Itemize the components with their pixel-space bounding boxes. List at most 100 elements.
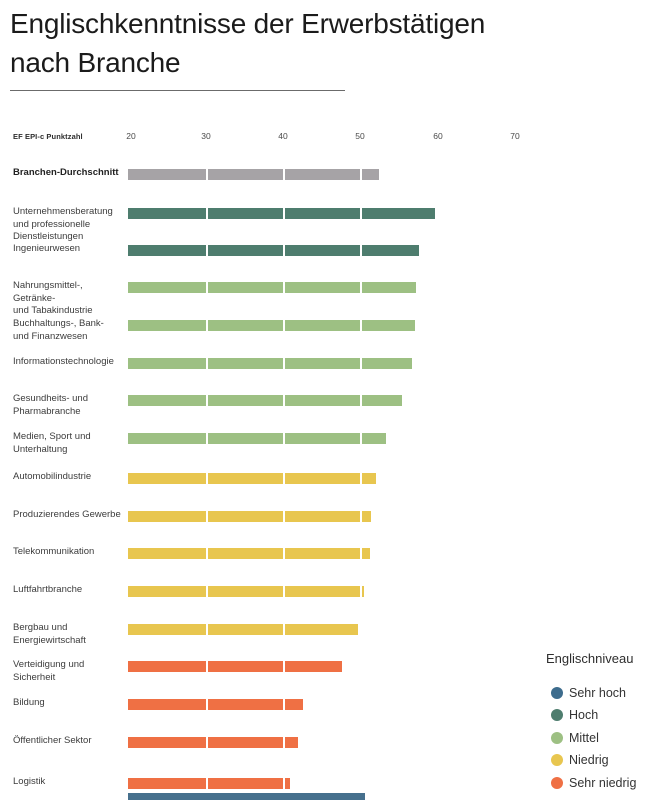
gridline — [206, 473, 208, 484]
axis-tick: 70 — [510, 131, 520, 141]
legend-swatch-icon — [551, 754, 563, 766]
legend-item: Hoch — [551, 708, 598, 722]
gridline — [360, 358, 362, 369]
row-label: Buchhaltungs-, Bank- und Finanzwesen — [13, 318, 104, 342]
gridline — [283, 511, 285, 522]
axis-tick: 30 — [201, 131, 211, 141]
gridline — [360, 548, 362, 559]
row-bar — [128, 473, 376, 484]
gridline — [283, 245, 285, 256]
gridline — [206, 778, 208, 789]
row-label: Bildung — [13, 697, 45, 708]
row-bar — [128, 737, 298, 748]
gridline — [206, 737, 208, 748]
gridline — [360, 169, 362, 180]
legend-swatch-icon — [551, 687, 563, 699]
gridline — [283, 586, 285, 597]
gridline — [360, 511, 362, 522]
legend-item: Sehr hoch — [551, 686, 626, 700]
row-bar — [128, 778, 290, 789]
row-label: Medien, Sport und Unterhaltung — [13, 431, 91, 455]
row-label: Ingenieurwesen — [13, 243, 81, 254]
row-label: Telekommunikation — [13, 546, 95, 557]
row-bar — [128, 358, 412, 369]
legend-item: Sehr niedrig — [551, 776, 636, 790]
legend-swatch-icon — [551, 777, 563, 789]
row-bar — [128, 586, 364, 597]
gridline — [283, 624, 285, 635]
row-label: Branchen-Durchschnitt — [13, 167, 119, 178]
gridline — [283, 320, 285, 331]
gridline — [283, 282, 285, 293]
row-label: Unternehmensberatung und professionelle … — [13, 206, 113, 242]
row-label: Automobilindustrie — [13, 471, 92, 482]
gridline — [206, 320, 208, 331]
gridline — [206, 661, 208, 672]
legend-item-label: Sehr niedrig — [569, 776, 637, 790]
row-label: Öffentlicher Sektor — [13, 735, 92, 746]
axis-tick: 20 — [126, 131, 136, 141]
gridline — [360, 473, 362, 484]
gridline — [206, 433, 208, 444]
gridline — [360, 395, 362, 406]
row-bar — [128, 282, 416, 293]
gridline — [283, 358, 285, 369]
gridline — [283, 169, 285, 180]
legend-swatch-icon — [551, 732, 563, 744]
legend-swatch-icon — [551, 709, 563, 721]
axis-tick: 40 — [278, 131, 288, 141]
row-bar — [128, 433, 386, 444]
gridline — [206, 548, 208, 559]
row-bar — [128, 699, 303, 710]
gridline — [283, 473, 285, 484]
legend: Englischniveau Sehr hoch Hoch Mittel Niedri… — [545, 645, 650, 800]
gridline — [360, 433, 362, 444]
gridline — [206, 395, 208, 406]
axis-tick: 60 — [433, 131, 443, 141]
gridline — [206, 245, 208, 256]
gridline — [206, 699, 208, 710]
gridline — [360, 282, 362, 293]
gridline — [360, 208, 362, 219]
gridline — [360, 320, 362, 331]
page-title: Englischkenntnisse der Erwerbstätigen na… — [10, 4, 630, 82]
row-label: Luftfahrtbranche — [13, 584, 83, 595]
row-bar — [128, 511, 371, 522]
row-bar — [128, 245, 419, 256]
row-bar — [128, 395, 402, 406]
row-bar — [128, 208, 435, 219]
row-label: Produzierendes Gewerbe — [13, 509, 121, 520]
legend-item-label: Sehr hoch — [569, 686, 626, 700]
row-bar — [128, 169, 379, 180]
gridline — [206, 169, 208, 180]
page-title-line-1: Englischkenntnisse der Erwerbstätigen — [10, 8, 486, 39]
gridline — [283, 395, 285, 406]
axis-label: EF EPI-c Punktzahl — [13, 132, 83, 141]
row-bar — [128, 661, 342, 672]
axis-tick: 50 — [355, 131, 365, 141]
gridline — [283, 737, 285, 748]
gridline — [206, 511, 208, 522]
gridline — [283, 433, 285, 444]
page-title-line-2: nach Branche — [10, 47, 181, 78]
gridline — [360, 245, 362, 256]
row-bar — [128, 548, 370, 559]
row-label: Bergbau und Energiewirtschaft — [13, 622, 86, 646]
gridline — [360, 586, 362, 597]
gridline — [283, 699, 285, 710]
legend-item-label: Hoch — [569, 708, 599, 722]
legend-item: Niedrig — [551, 753, 609, 767]
gridline — [283, 548, 285, 559]
legend-item-label: Mittel — [569, 731, 599, 745]
row-label: Nahrungsmittel-, Getränke- und Tabakindu… — [13, 280, 93, 316]
gridline — [206, 208, 208, 219]
gridline — [206, 358, 208, 369]
row-bar — [128, 320, 415, 331]
row-bar — [128, 624, 358, 635]
gridline — [206, 624, 208, 635]
title-underline — [10, 90, 345, 91]
gridline — [283, 778, 285, 789]
row-label: Verteidigung und Sicherheit — [13, 659, 85, 683]
gridline — [283, 661, 285, 672]
